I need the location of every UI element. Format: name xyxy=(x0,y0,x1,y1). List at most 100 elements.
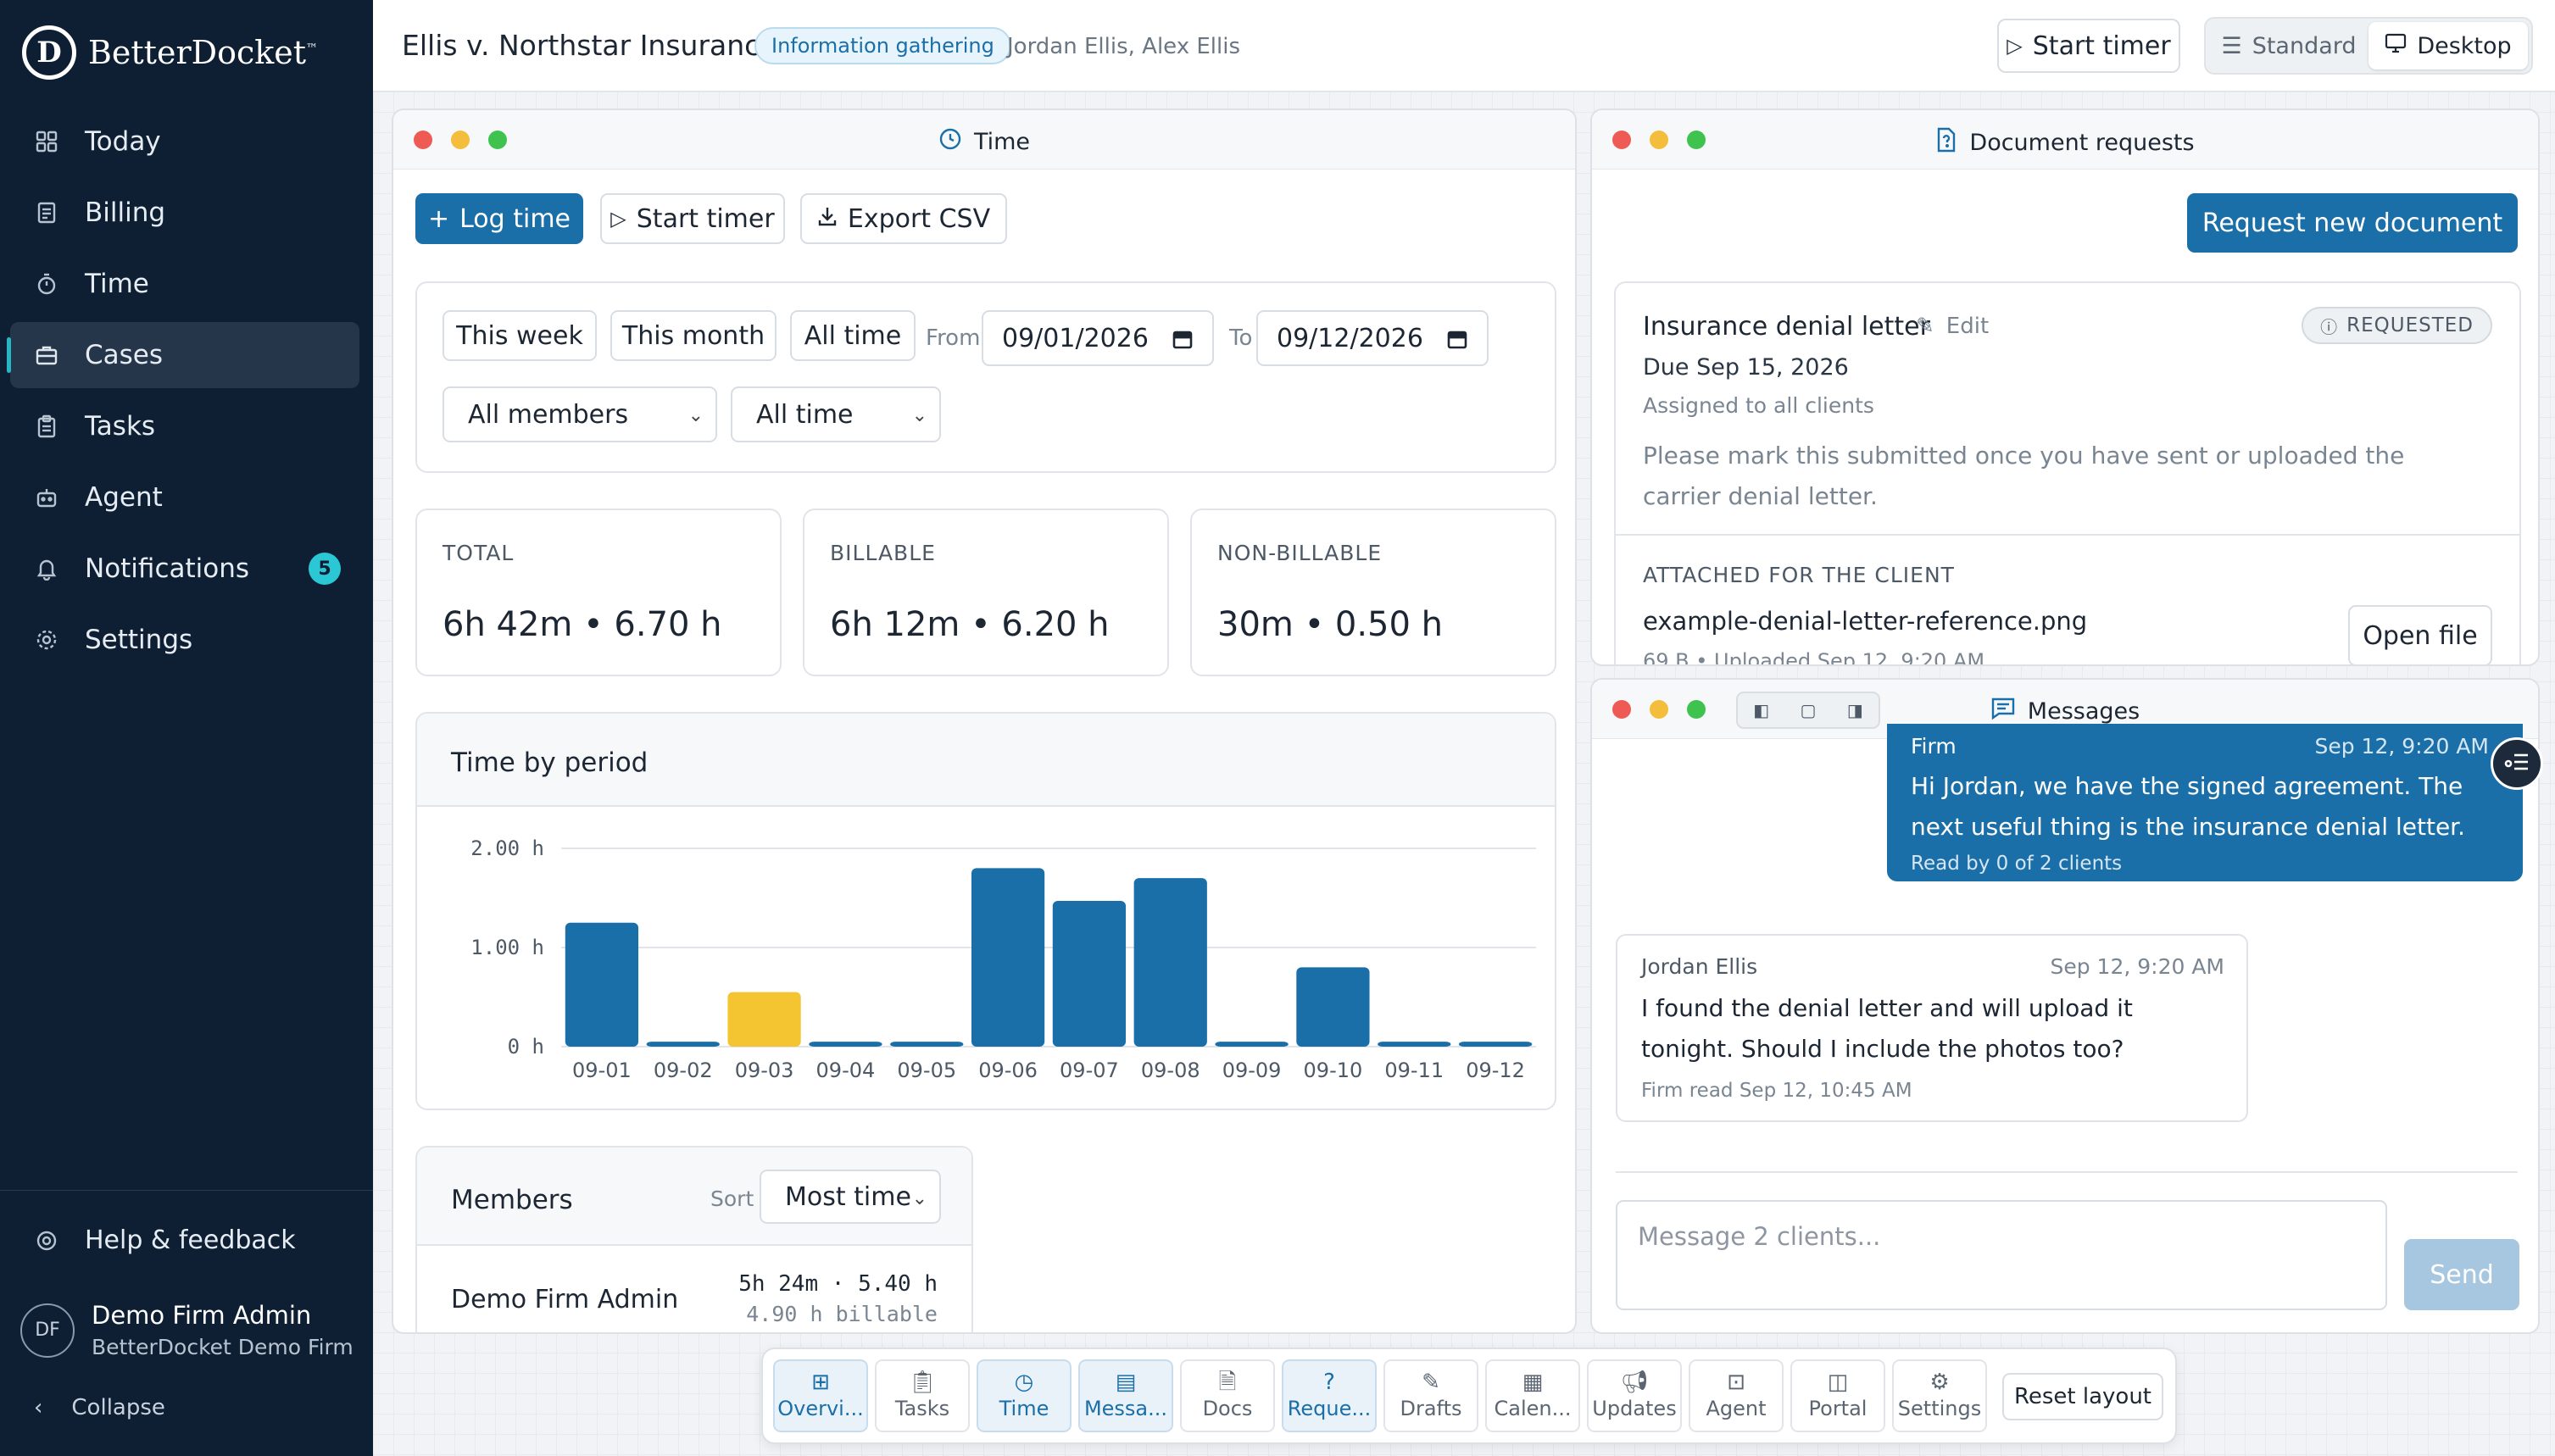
snap-center-icon[interactable]: ▢ xyxy=(1800,700,1817,720)
range-select[interactable]: All time ⌄ xyxy=(731,386,941,442)
reset-layout-button[interactable]: Reset layout xyxy=(2002,1373,2163,1420)
open-file-button[interactable]: Open file xyxy=(2348,605,2492,664)
start-timer-label: Start timer xyxy=(2032,31,2171,61)
bar-09-10[interactable] xyxy=(1296,967,1370,1047)
message-sender: Firm xyxy=(1911,734,1957,759)
close-window-button[interactable] xyxy=(1612,131,1631,149)
stat-value: 30m • 0.50 h xyxy=(1217,605,1444,644)
bell-icon xyxy=(34,556,59,581)
to-date-input[interactable]: 09/12/2026 xyxy=(1256,310,1489,366)
start-timer-button[interactable]: ▷ Start timer xyxy=(1997,19,2180,73)
document-question-icon: ? xyxy=(1323,1370,1335,1395)
window-dock: ⊞ Overvi... 📋︎ Tasks ◷ Time ▤ Messa... 🗎︎ Doc… xyxy=(761,1348,2177,1444)
bar-09-03[interactable] xyxy=(727,992,801,1047)
trademark: ™ xyxy=(306,42,319,56)
filter-toggle-button[interactable] xyxy=(2491,737,2543,790)
y-tick-label: 1.00 h xyxy=(470,936,544,959)
sidebar-item-label: Time xyxy=(85,269,149,299)
lifebuoy-icon xyxy=(34,1228,59,1253)
member-select-value: All members xyxy=(468,399,629,430)
stat-value: 6h 12m • 6.20 h xyxy=(830,605,1110,644)
collapse-sidebar-button[interactable]: ‹ Collapse xyxy=(34,1395,165,1420)
sidebar-item-billing[interactable]: Billing xyxy=(10,180,359,246)
member-billable: 4.90 h billable xyxy=(746,1302,938,1326)
send-button[interactable]: Send xyxy=(2404,1239,2519,1310)
bar-09-07[interactable] xyxy=(1052,901,1127,1047)
bar-09-05[interactable] xyxy=(890,1042,964,1047)
bar-09-08[interactable] xyxy=(1133,878,1207,1047)
dock-item-portal[interactable]: ◫ Portal xyxy=(1790,1359,1885,1432)
close-window-button[interactable] xyxy=(414,131,432,149)
sidebar-item-label: Billing xyxy=(85,197,166,228)
desktop-view-button[interactable]: Desktop xyxy=(2369,22,2528,69)
sidebar-item-time[interactable]: Time xyxy=(10,251,359,317)
from-date-input[interactable]: 09/01/2026 xyxy=(982,310,1214,366)
minimize-window-button[interactable] xyxy=(1650,131,1668,149)
brand-logo[interactable]: D BetterDocket™ xyxy=(22,25,318,80)
calendar-icon xyxy=(1172,327,1194,357)
standard-view-button[interactable]: ☰ Standard xyxy=(2209,22,2369,69)
sidebar-nav: Today Billing Time Cases Tasks Agent Not… xyxy=(7,108,359,678)
sidebar: D BetterDocket™ Today Billing Time Cases… xyxy=(0,0,373,1456)
bar-09-09[interactable] xyxy=(1215,1042,1289,1047)
sidebar-item-label: Settings xyxy=(85,625,193,655)
bar-09-02[interactable] xyxy=(646,1042,720,1047)
dock-item-messages[interactable]: ▤ Messa... xyxy=(1078,1359,1173,1432)
minimize-window-button[interactable] xyxy=(451,131,470,149)
message-read-status: Firm read Sep 12, 10:45 AM xyxy=(1641,1080,1912,1102)
sort-select-value: Most time xyxy=(785,1181,911,1212)
request-new-document-button[interactable]: Request new document xyxy=(2187,193,2518,253)
dock-item-requests[interactable]: ? Reque... xyxy=(1282,1359,1377,1432)
preset-all-time[interactable]: All time xyxy=(790,310,916,361)
message-input[interactable]: Message 2 clients... xyxy=(1616,1200,2387,1310)
chevron-down-icon: ⌄ xyxy=(687,405,704,426)
log-time-button[interactable]: + Log time xyxy=(415,193,583,244)
dock-item-overview[interactable]: ⊞ Overvi... xyxy=(773,1359,868,1432)
sidebar-item-tasks[interactable]: Tasks xyxy=(10,393,359,459)
maximize-window-button[interactable] xyxy=(1687,700,1706,719)
maximize-window-button[interactable] xyxy=(1687,131,1706,149)
message-text: Hi Jordan, we have the signed agreement.… xyxy=(1911,772,2466,841)
dock-item-agent[interactable]: ⊡ Agent xyxy=(1689,1359,1784,1432)
snap-left-icon[interactable]: ◧ xyxy=(1753,700,1770,720)
member-select[interactable]: All members ⌄ xyxy=(443,386,717,442)
dock-item-calendar[interactable]: ▦ Calen... xyxy=(1485,1359,1580,1432)
sidebar-item-today[interactable]: Today xyxy=(10,108,359,175)
brand-name: BetterDocket xyxy=(88,34,307,71)
case-header: Ellis v. Northstar Insurance Information… xyxy=(373,0,2555,92)
draft-icon: ✎ xyxy=(1422,1370,1440,1395)
attached-meta: 69 B • Uploaded Sep 12, 9:20 AM xyxy=(1643,649,1985,666)
preset-this-month[interactable]: This month xyxy=(610,310,777,361)
sidebar-item-notifications[interactable]: Notifications 5 xyxy=(10,536,359,602)
dock-item-drafts[interactable]: ✎ Drafts xyxy=(1383,1359,1478,1432)
bar-09-06[interactable] xyxy=(971,868,1045,1047)
preset-this-week[interactable]: This week xyxy=(443,310,597,361)
help-feedback-link[interactable]: Help & feedback xyxy=(34,1225,296,1255)
minimize-window-button[interactable] xyxy=(1650,700,1668,719)
close-window-button[interactable] xyxy=(1612,700,1631,719)
dock-item-settings[interactable]: ⚙ Settings xyxy=(1892,1359,1987,1432)
document-requests-titlebar[interactable]: Document requests xyxy=(1592,110,2538,169)
bar-09-12[interactable] xyxy=(1458,1042,1533,1047)
dock-item-time[interactable]: ◷ Time xyxy=(977,1359,1072,1432)
bar-09-11[interactable] xyxy=(1378,1042,1451,1047)
sidebar-item-settings[interactable]: Settings xyxy=(10,607,359,673)
snap-right-icon[interactable]: ◨ xyxy=(1846,700,1863,720)
dock-item-updates[interactable]: 📢︎ Updates xyxy=(1587,1359,1682,1432)
edit-request-button[interactable]: ✎ Edit xyxy=(1916,314,1989,339)
time-window-titlebar[interactable]: Time xyxy=(393,110,1575,169)
sidebar-item-agent[interactable]: Agent xyxy=(10,464,359,531)
maximize-window-button[interactable] xyxy=(488,131,507,149)
bar-09-04[interactable] xyxy=(809,1042,882,1047)
sort-select[interactable]: Most time ⌄ xyxy=(760,1170,941,1224)
dock-item-tasks[interactable]: 📋︎ Tasks xyxy=(875,1359,970,1432)
user-profile[interactable]: DF Demo Firm Admin BetterDocket Demo Fir… xyxy=(20,1301,353,1359)
sidebar-item-cases[interactable]: Cases xyxy=(7,322,359,388)
bar-09-01[interactable] xyxy=(565,922,639,1047)
dock-item-docs[interactable]: 🗎︎ Docs xyxy=(1180,1359,1275,1432)
request-assigned: Assigned to all clients xyxy=(1643,393,1874,418)
x-tick-label: 09-07 xyxy=(1060,1059,1119,1082)
export-csv-button[interactable]: Export CSV xyxy=(800,193,1007,244)
member-row[interactable]: Demo Firm Admin 5h 24m · 5.40 h 4.90 h b… xyxy=(417,1248,971,1332)
start-timer-button[interactable]: ▷ Start timer xyxy=(600,193,785,244)
